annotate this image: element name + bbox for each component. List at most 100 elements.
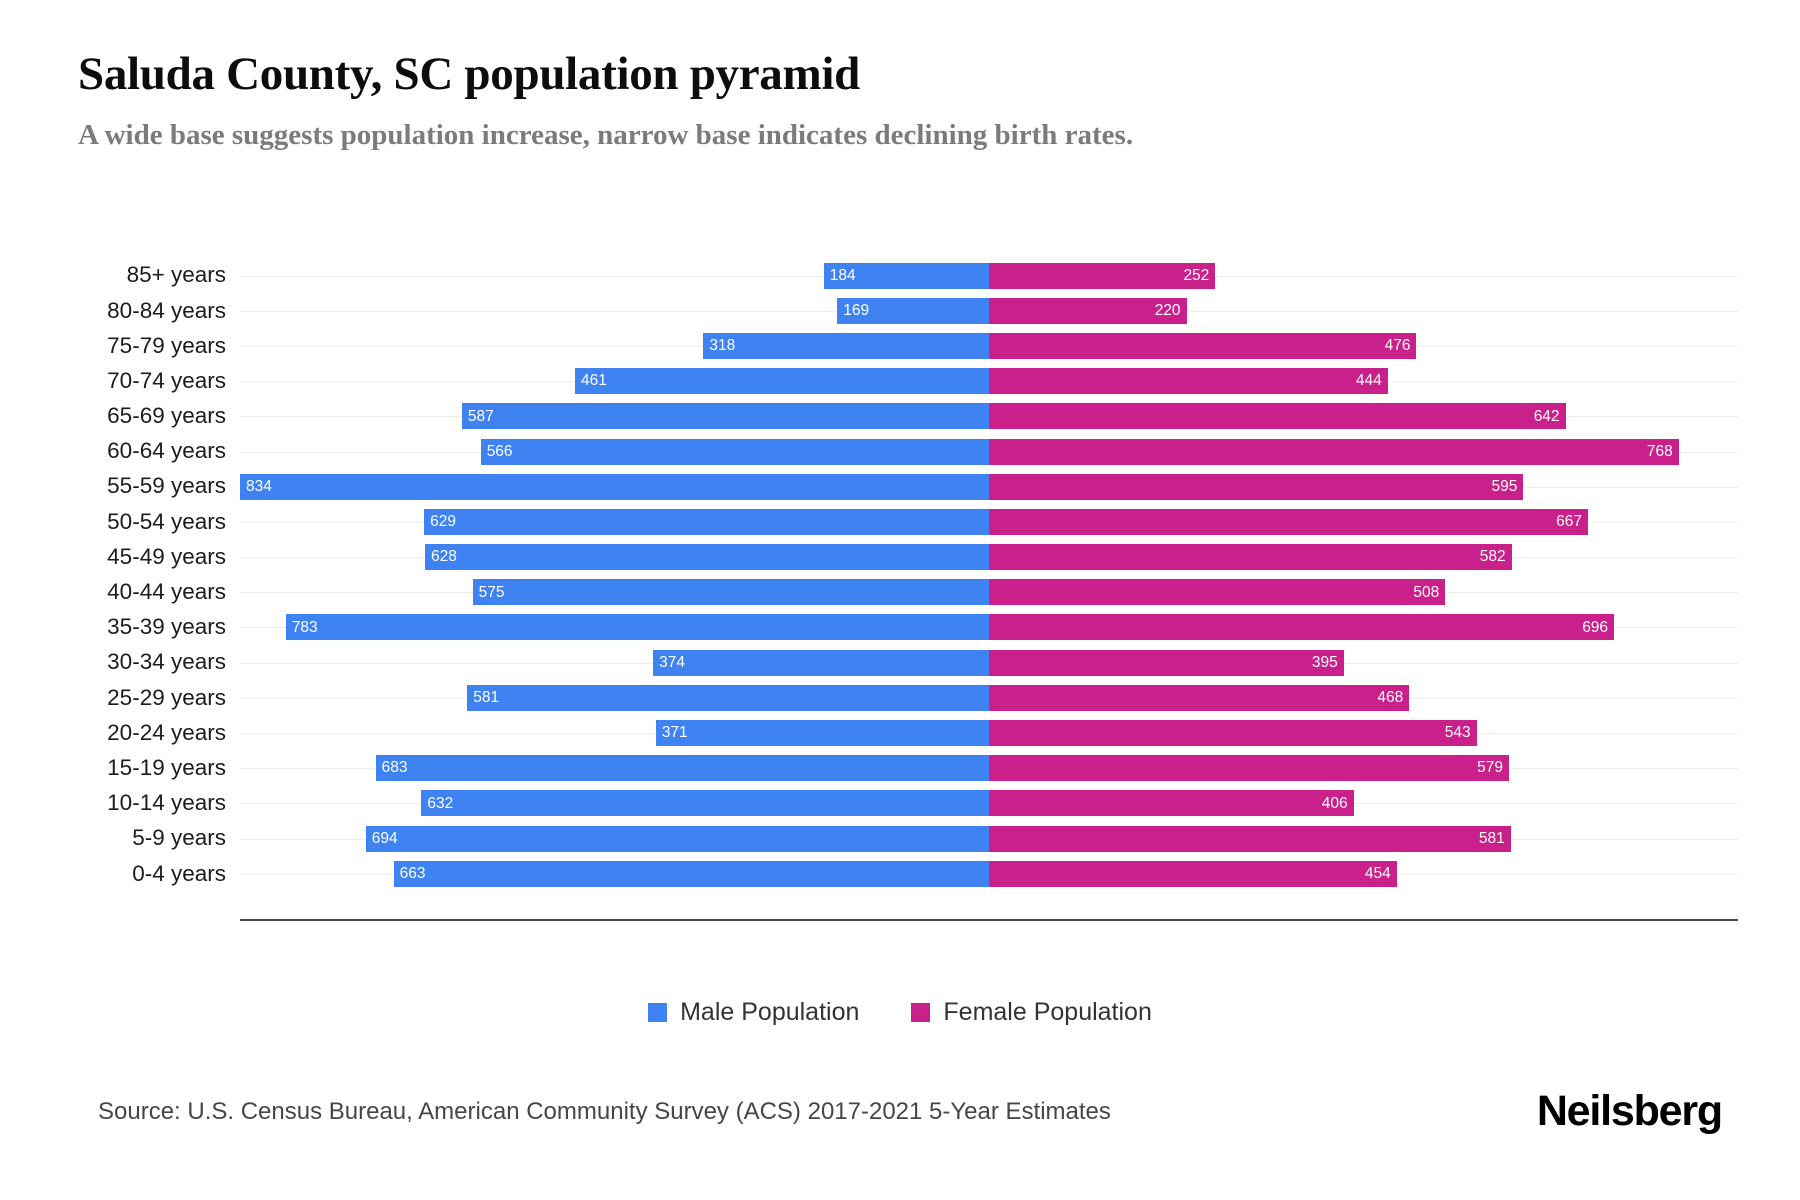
bar-male[interactable]: 629: [424, 508, 989, 535]
y-axis-tick-label: 20-24 years: [107, 719, 226, 745]
chart-footer: Source: U.S. Census Bureau, American Com…: [98, 1087, 1723, 1135]
bar-value-female: 582: [1479, 548, 1506, 566]
bar-value-female: 395: [1311, 653, 1338, 671]
bar-female[interactable]: 543: [989, 720, 1477, 747]
legend-item-male[interactable]: Male Population: [648, 1000, 859, 1025]
pyramid-row: 85+ years 184 252: [78, 258, 1738, 293]
y-axis-tick-label: 5-9 years: [132, 825, 226, 851]
bar-value-female: 220: [1154, 302, 1181, 320]
bar-female[interactable]: 395: [989, 649, 1344, 676]
bar-track: 834 595: [240, 469, 1738, 504]
axis-baseline: [240, 919, 1738, 921]
pyramid-row: 70-74 years 461 444: [78, 364, 1738, 399]
page-title: Saluda County, SC population pyramid: [78, 48, 860, 100]
bar-female[interactable]: 667: [989, 508, 1589, 535]
bar-value-male: 169: [843, 302, 870, 320]
bar-male[interactable]: 461: [575, 368, 989, 395]
legend-item-female[interactable]: Female Population: [911, 998, 1152, 1026]
bar-male[interactable]: 834: [240, 473, 989, 500]
y-axis-tick-label: 45-49 years: [107, 543, 226, 569]
bar-value-female: 476: [1384, 337, 1411, 355]
bar-male[interactable]: 632: [421, 790, 989, 817]
bar-male[interactable]: 371: [655, 720, 989, 747]
legend-label-male: Male Population: [680, 998, 860, 1026]
bar-female[interactable]: 508: [989, 579, 1446, 606]
bar-female[interactable]: 582: [989, 544, 1512, 571]
bar-female[interactable]: 406: [989, 790, 1354, 817]
bar-value-male: 374: [659, 653, 685, 671]
chart-legend: Male Population Female Population: [0, 1000, 1800, 1025]
bar-value-male: 628: [431, 548, 457, 566]
bar-female[interactable]: 444: [989, 368, 1388, 395]
bar-value-male: 629: [430, 513, 456, 531]
bar-value-male: 566: [486, 442, 513, 460]
legend-label-female: Female Population: [943, 998, 1152, 1026]
bar-male[interactable]: 374: [653, 649, 989, 676]
bar-track: 184 252: [240, 258, 1738, 293]
bar-male[interactable]: 683: [375, 755, 989, 782]
bar-value-male: 694: [371, 829, 398, 847]
chart-header: Saluda County, SC population pyramid A w…: [78, 48, 1740, 152]
bar-track: 628 582: [240, 540, 1738, 575]
bar-value-female: 444: [1355, 372, 1382, 390]
bar-track: 461 444: [240, 364, 1738, 399]
pyramid-row: 15-19 years 683 579: [78, 751, 1738, 786]
bar-female[interactable]: 252: [989, 262, 1216, 289]
chart-subtitle: A wide base suggests population increase…: [78, 118, 1134, 151]
pyramid-row: 50-54 years 629 667: [78, 504, 1738, 539]
y-axis-tick-label: 75-79 years: [107, 332, 226, 358]
bar-track: 581 468: [240, 680, 1738, 715]
bar-track: 587 642: [240, 399, 1738, 434]
bar-value-female: 667: [1556, 513, 1583, 531]
bar-female[interactable]: 220: [989, 297, 1187, 324]
bar-male[interactable]: 575: [472, 579, 989, 606]
y-axis-tick-label: 40-44 years: [107, 579, 226, 605]
pyramid-row: 5-9 years 694 581: [78, 821, 1738, 856]
pyramid-row: 0-4 years 663 454: [78, 856, 1738, 891]
bar-male[interactable]: 694: [365, 825, 989, 852]
bar-male[interactable]: 566: [480, 438, 989, 465]
bar-track: 374 395: [240, 645, 1738, 680]
bar-female[interactable]: 581: [989, 825, 1511, 852]
bar-value-female: 768: [1646, 442, 1673, 460]
bar-value-female: 543: [1444, 724, 1471, 742]
legend-swatch-male-icon: [648, 1003, 668, 1022]
bar-female[interactable]: 696: [989, 614, 1615, 641]
pyramid-row: 10-14 years 632 406: [78, 786, 1738, 821]
y-axis-tick-label: 70-74 years: [107, 367, 226, 393]
bar-male[interactable]: 581: [467, 684, 989, 711]
bar-track: 663 454: [240, 856, 1738, 891]
bar-male[interactable]: 663: [393, 860, 989, 887]
bar-track: 575 508: [240, 575, 1738, 610]
y-axis-tick-label: 30-34 years: [107, 649, 226, 675]
bar-value-male: 632: [427, 794, 454, 812]
bar-track: 783 696: [240, 610, 1738, 645]
y-axis-tick-label: 65-69 years: [107, 403, 226, 429]
brand-logo: Neilsberg: [1536, 1087, 1723, 1135]
bar-female[interactable]: 468: [989, 684, 1410, 711]
bar-track: 683 579: [240, 751, 1738, 786]
bar-male[interactable]: 184: [823, 262, 989, 289]
bar-female[interactable]: 768: [989, 438, 1679, 465]
y-axis-tick-label: 60-64 years: [107, 438, 226, 464]
bar-male[interactable]: 587: [461, 403, 989, 430]
bar-male[interactable]: 169: [837, 297, 989, 324]
bar-female[interactable]: 642: [989, 403, 1566, 430]
bar-female[interactable]: 579: [989, 755, 1509, 782]
bar-value-female: 252: [1183, 266, 1210, 284]
bar-value-female: 468: [1377, 689, 1404, 707]
bar-female[interactable]: 595: [989, 473, 1524, 500]
bar-male[interactable]: 318: [703, 332, 989, 359]
bar-female[interactable]: 454: [989, 860, 1397, 887]
bar-track: 694 581: [240, 821, 1738, 856]
pyramid-row: 35-39 years 783 696: [78, 610, 1738, 645]
bar-male[interactable]: 628: [425, 544, 989, 571]
pyramid-row: 80-84 years 169 220: [78, 293, 1738, 328]
source-note: Source: U.S. Census Bureau, American Com…: [98, 1097, 1111, 1125]
bar-female[interactable]: 476: [989, 332, 1417, 359]
pyramid-row: 25-29 years 581 468: [78, 680, 1738, 715]
pyramid-row: 55-59 years 834 595: [78, 469, 1738, 504]
bar-male[interactable]: 783: [285, 614, 989, 641]
bar-value-female: 696: [1582, 618, 1609, 636]
bar-track: 318 476: [240, 328, 1738, 363]
